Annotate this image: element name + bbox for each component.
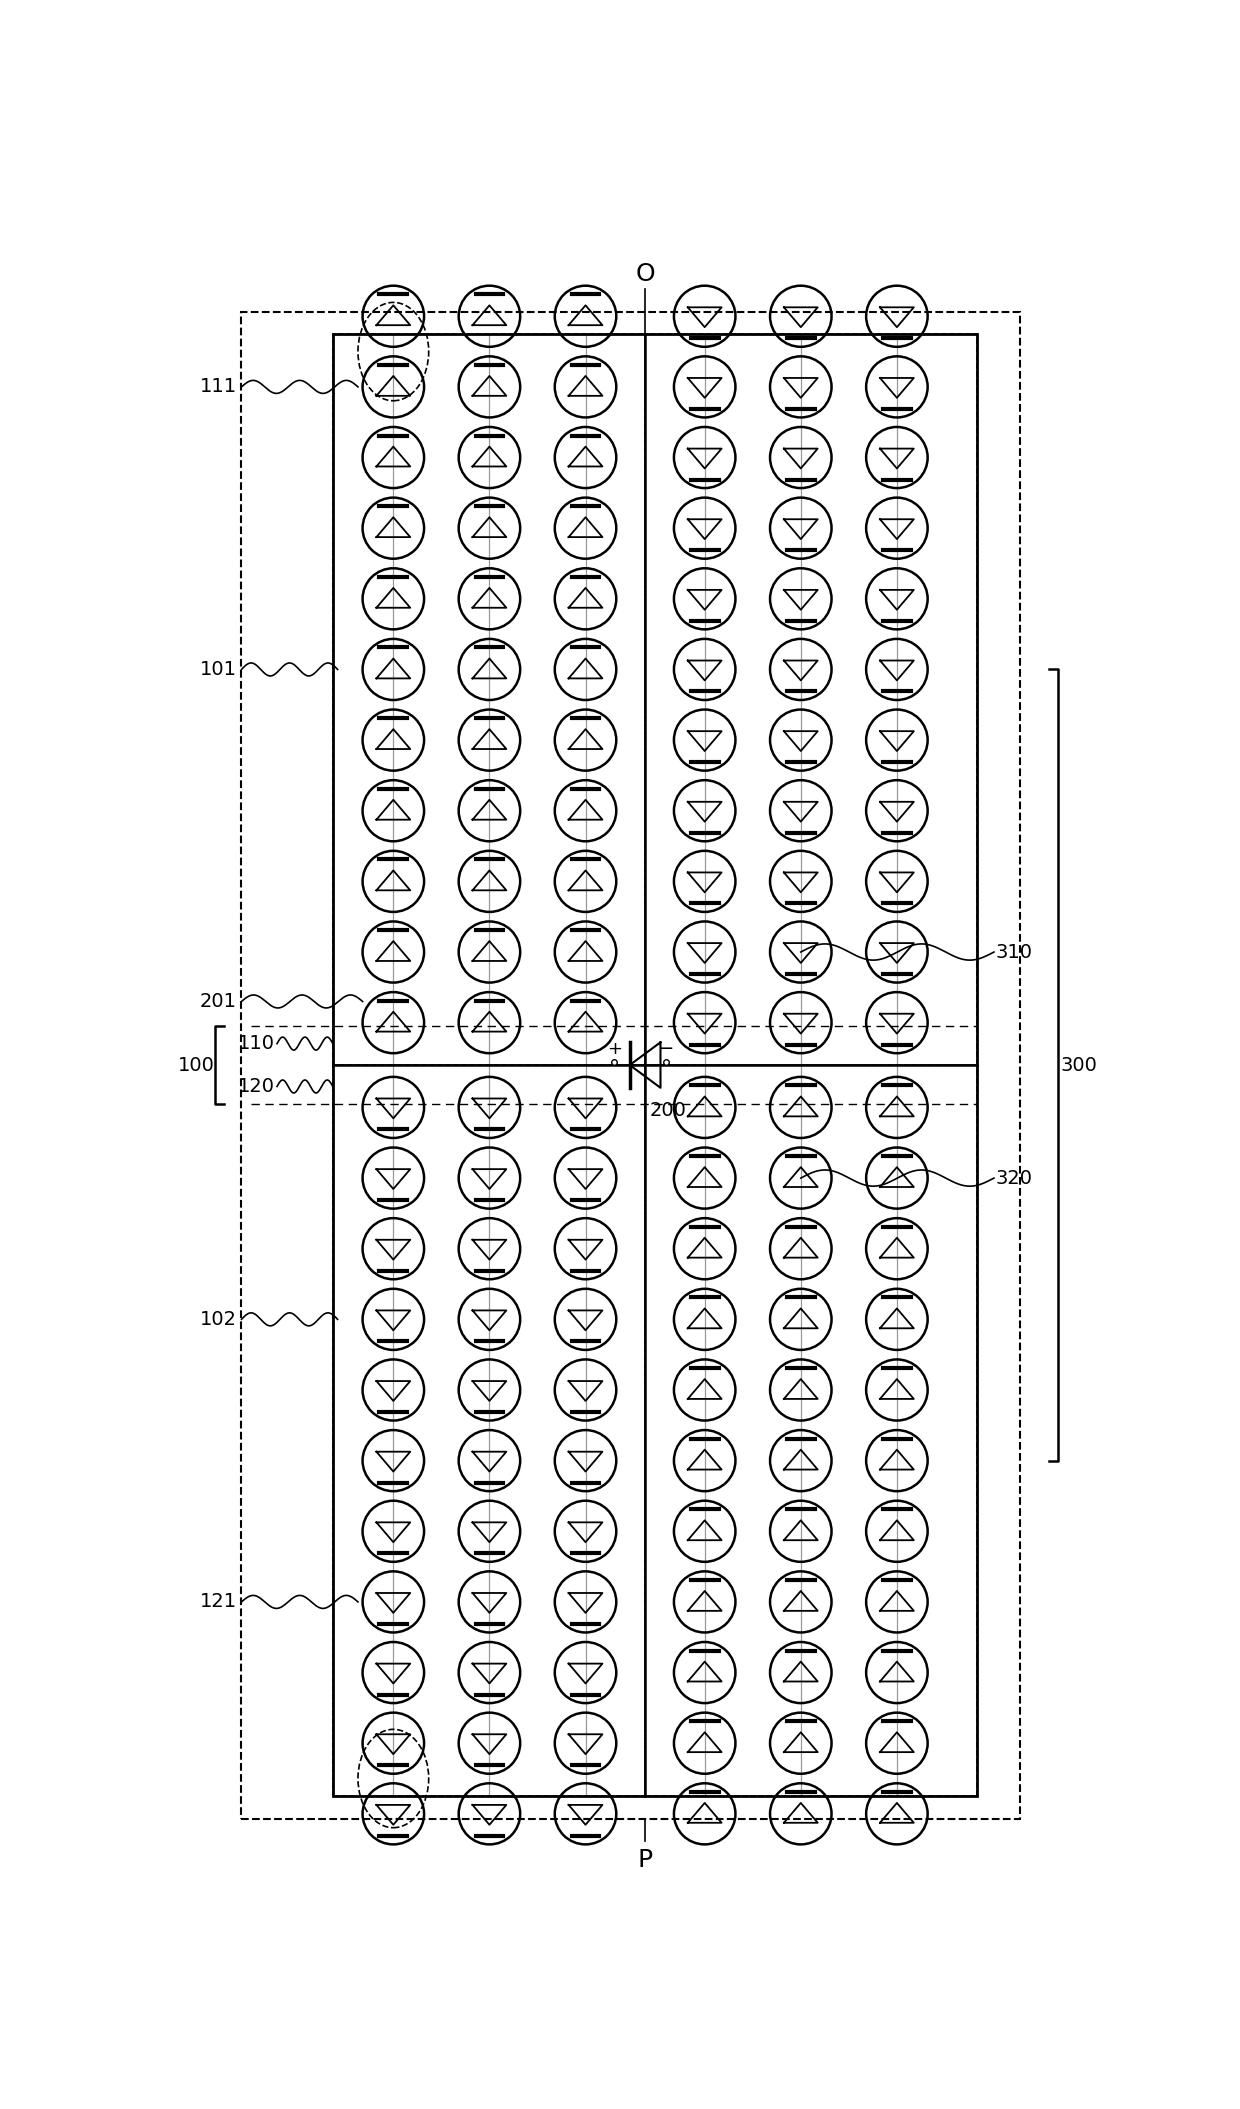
Text: 320: 320 — [996, 1168, 1033, 1187]
Bar — [645, 335, 977, 1065]
Text: 310: 310 — [996, 943, 1033, 962]
Bar — [332, 335, 645, 1065]
Text: 120: 120 — [238, 1078, 275, 1097]
Text: −: − — [658, 1040, 675, 1059]
Text: O: O — [635, 262, 655, 285]
Text: 121: 121 — [200, 1592, 237, 1611]
Text: 101: 101 — [200, 660, 237, 679]
Text: +: + — [606, 1040, 621, 1059]
Bar — [332, 1065, 645, 1795]
Text: 100: 100 — [177, 1054, 215, 1076]
Text: P: P — [637, 1847, 652, 1873]
Text: 201: 201 — [200, 991, 237, 1010]
Text: 300: 300 — [1060, 1054, 1097, 1076]
Text: 102: 102 — [200, 1310, 237, 1329]
Text: 111: 111 — [200, 378, 237, 396]
Bar — [242, 312, 1021, 1818]
Bar — [332, 335, 977, 1795]
Bar — [645, 1065, 977, 1795]
Text: 110: 110 — [238, 1033, 275, 1052]
Text: 200: 200 — [650, 1101, 687, 1120]
